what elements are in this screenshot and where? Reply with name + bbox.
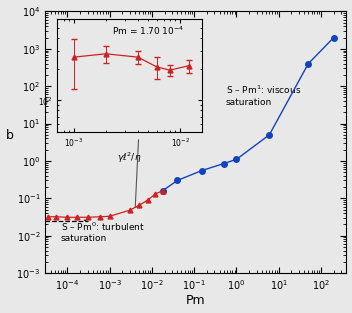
- Text: S – Pm$^1$: viscous
saturation: S – Pm$^1$: viscous saturation: [226, 84, 301, 106]
- Text: S – Pm$^0$: turbulent
saturation: S – Pm$^0$: turbulent saturation: [61, 220, 145, 244]
- X-axis label: Pm: Pm: [186, 295, 206, 307]
- Y-axis label: b: b: [6, 129, 13, 142]
